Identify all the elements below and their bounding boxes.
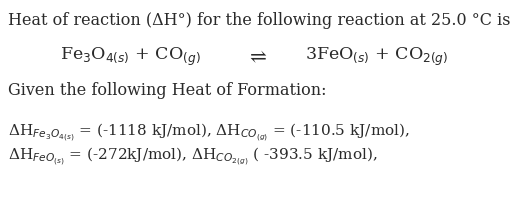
Text: Given the following Heat of Formation:: Given the following Heat of Formation: xyxy=(8,82,327,99)
Text: ΔH$_{Fe_3O_{4(s)}}$ = (-1118 kJ/mol), ΔH$_{CO_{(g)}}$ = (-110.5 kJ/mol),: ΔH$_{Fe_3O_{4(s)}}$ = (-1118 kJ/mol), ΔH… xyxy=(8,122,410,144)
Text: Heat of reaction (ΔH°) for the following reaction at 25.0 °C is: Heat of reaction (ΔH°) for the following… xyxy=(8,12,510,29)
Text: ⇌: ⇌ xyxy=(250,48,266,67)
Text: ΔH$_{FeO_{(s)}}$ = (-272kJ/mol), ΔH$_{CO_{2(g)}}$ ( -393.5 kJ/mol),: ΔH$_{FeO_{(s)}}$ = (-272kJ/mol), ΔH$_{CO… xyxy=(8,146,377,168)
Text: 3FeO$_{(s)}$ + CO$_{2(g)}$: 3FeO$_{(s)}$ + CO$_{2(g)}$ xyxy=(305,46,449,68)
Text: Fe$_3$O$_{4(s)}$ + CO$_{(g)}$: Fe$_3$O$_{4(s)}$ + CO$_{(g)}$ xyxy=(60,46,201,68)
